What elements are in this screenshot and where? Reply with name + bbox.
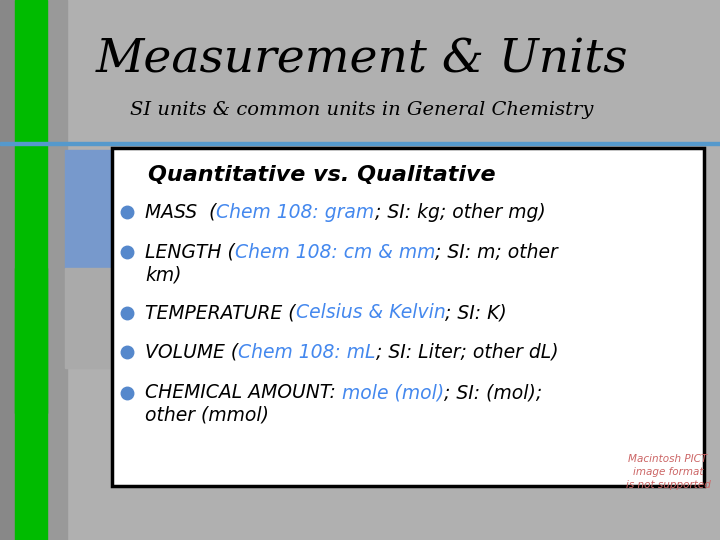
Text: Chem 108: gram: Chem 108: gram [217,202,374,221]
Bar [15,268,47,413]
Text: ; SI: K): ; SI: K) [446,303,507,322]
Text: Macintosh PICT
image format
is not supported: Macintosh PICT image format is not suppo… [626,454,711,490]
Text: LENGTH (: LENGTH ( [145,242,235,261]
Text: SI units & common units in General Chemistry: SI units & common units in General Chemi… [130,101,594,119]
Bar [0,142,720,145]
Text: Measurement & Units: Measurement & Units [96,37,629,83]
Text: other (mmol): other (mmol) [145,406,269,424]
Text: ; SI: Liter; other dL): ; SI: Liter; other dL) [376,342,559,361]
Text: km): km) [145,266,181,285]
Text: MASS  (: MASS ( [145,202,217,221]
Bar [65,268,113,368]
Bar [112,148,704,486]
Bar [47,0,67,540]
Bar [0,0,15,540]
Text: Chem 108: mL: Chem 108: mL [238,342,376,361]
Text: CHEMICAL AMOUNT:: CHEMICAL AMOUNT: [145,383,342,402]
Bar [65,150,143,268]
Bar [15,0,47,540]
Text: ; SI: kg; other mg): ; SI: kg; other mg) [374,202,545,221]
Text: Chem 108: cm & mm: Chem 108: cm & mm [235,242,436,261]
Text: Celsius & Kelvin: Celsius & Kelvin [296,303,446,322]
Text: VOLUME (: VOLUME ( [145,342,238,361]
Text: ; SI: (mol);: ; SI: (mol); [444,383,542,402]
Text: ; SI: m; other: ; SI: m; other [436,242,558,261]
Text: Quantitative vs. Qualitative: Quantitative vs. Qualitative [148,165,495,185]
Text: mole (mol): mole (mol) [342,383,444,402]
Text: TEMPERATURE (: TEMPERATURE ( [145,303,296,322]
